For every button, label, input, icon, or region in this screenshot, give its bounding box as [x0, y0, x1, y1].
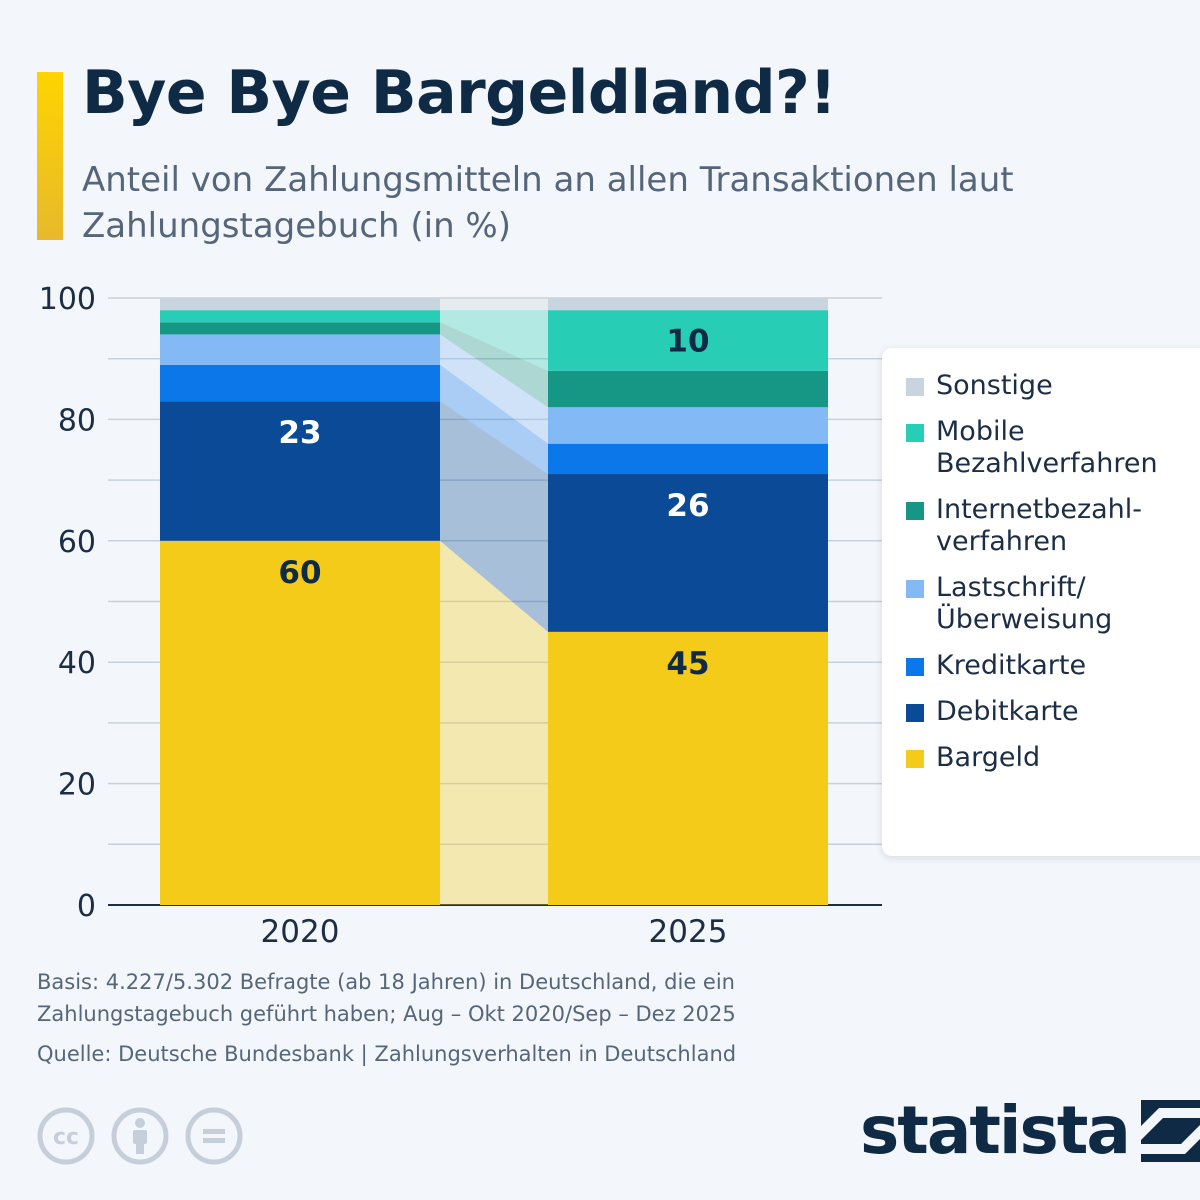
- bar-segment-lastschrift-berweisung-2020[interactable]: [160, 334, 440, 365]
- footnote-basis: Basis: 4.227/5.302 Befragte (ab 18 Jahre…: [37, 970, 736, 1026]
- connector-sonstige: [440, 298, 548, 311]
- legend-label: Internetbezahl- verfahren: [936, 494, 1143, 557]
- statista-brand[interactable]: statista: [860, 1092, 1200, 1169]
- connector-internetbezahl-verfahren: [440, 322, 548, 408]
- title-accent-bar: [37, 72, 63, 240]
- bar-segment-sonstige-2025[interactable]: [548, 298, 828, 311]
- x-category-label: 2025: [649, 914, 728, 950]
- legend-swatch: [906, 750, 924, 768]
- license-icons: cc: [37, 1107, 259, 1165]
- connector-lastschrift-berweisung: [440, 334, 548, 444]
- legend-item[interactable]: Debitkarte: [906, 696, 1200, 728]
- y-tick-label: 100: [39, 282, 96, 317]
- legend-swatch: [906, 658, 924, 676]
- x-category-label: 2020: [261, 914, 340, 950]
- bar-segment-sonstige-2020[interactable]: [160, 298, 440, 311]
- legend-item[interactable]: Internetbezahl- verfahren: [906, 494, 1200, 558]
- y-tick-label: 0: [77, 889, 96, 924]
- bar-segment-debitkarte-2025[interactable]: [548, 474, 828, 632]
- y-tick-label: 40: [58, 646, 96, 681]
- legend-swatch: [906, 704, 924, 722]
- data-label: 26: [666, 488, 709, 524]
- y-tick-label: 20: [58, 768, 96, 803]
- bar-segment-mobile-bezahlverfahren-2025[interactable]: [548, 310, 828, 371]
- legend-label: Mobile Bezahlverfahren: [936, 416, 1158, 479]
- statista-logo-icon: [1140, 1099, 1200, 1162]
- bar-segment-kreditkarte-2020[interactable]: [160, 364, 440, 402]
- legend-swatch: [906, 378, 924, 396]
- stacked-bar-chart: 0 20 40 60 80 100 60 23 2020 45 26 10 2025: [39, 282, 882, 950]
- legend-swatch: [906, 424, 924, 442]
- y-tick-label: 80: [58, 403, 96, 438]
- bar-segment-kreditkarte-2025[interactable]: [548, 443, 828, 475]
- legend-label: Lastschrift/ Überweisung: [936, 572, 1113, 635]
- connector-bargeld: [440, 540, 548, 905]
- svg-text:cc: cc: [53, 1125, 79, 1150]
- footnote-source: Quelle: Deutsche Bundesbank | Zahlungsve…: [37, 1042, 737, 1066]
- connector-kreditkarte: [440, 364, 548, 475]
- data-label: 23: [278, 415, 321, 451]
- legend-swatch: [906, 502, 924, 520]
- bar-segment-mobile-bezahlverfahren-2020[interactable]: [160, 310, 440, 323]
- bar-segment-bargeld-2025[interactable]: [548, 631, 828, 905]
- connector-mobile-bezahlverfahren: [440, 310, 548, 371]
- y-tick-label: 60: [58, 525, 96, 560]
- data-label: 60: [278, 555, 321, 591]
- legend-swatch: [906, 580, 924, 598]
- page-title: Bye Bye Bargeldland?!: [82, 58, 837, 128]
- legend-item[interactable]: Lastschrift/ Überweisung: [906, 572, 1200, 636]
- data-label: 10: [666, 323, 709, 359]
- legend-label: Debitkarte: [936, 696, 1079, 727]
- legend-label: Bargeld: [936, 742, 1041, 773]
- bar-segment-debitkarte-2020[interactable]: [160, 401, 440, 541]
- no-derivatives-icon[interactable]: [185, 1107, 243, 1165]
- legend-label: Sonstige: [936, 370, 1053, 401]
- legend-label: Kreditkarte: [936, 650, 1087, 681]
- connector-debitkarte: [440, 401, 548, 632]
- bar-segment-lastschrift-berweisung-2025[interactable]: [548, 407, 828, 444]
- bar-segment-internetbezahl-verfahren-2020[interactable]: [160, 322, 440, 335]
- chart-legend: Sonstige Mobile Bezahlverfahren Internetbe…: [882, 348, 1200, 856]
- legend-item[interactable]: Bargeld: [906, 742, 1200, 774]
- bar-segment-internetbezahl-verfahren-2025[interactable]: [548, 370, 828, 408]
- attribution-icon[interactable]: [111, 1107, 169, 1165]
- legend-item[interactable]: Mobile Bezahlverfahren: [906, 416, 1200, 480]
- legend-item[interactable]: Sonstige: [906, 370, 1200, 402]
- page-subtitle: Anteil von Zahlungsmitteln an allen Tran…: [82, 160, 1014, 246]
- cc-icon[interactable]: cc: [37, 1107, 95, 1165]
- brand-name: statista: [860, 1092, 1131, 1169]
- legend-item[interactable]: Kreditkarte: [906, 650, 1200, 682]
- data-label: 45: [666, 646, 709, 682]
- bar-segment-bargeld-2020[interactable]: [160, 540, 440, 905]
